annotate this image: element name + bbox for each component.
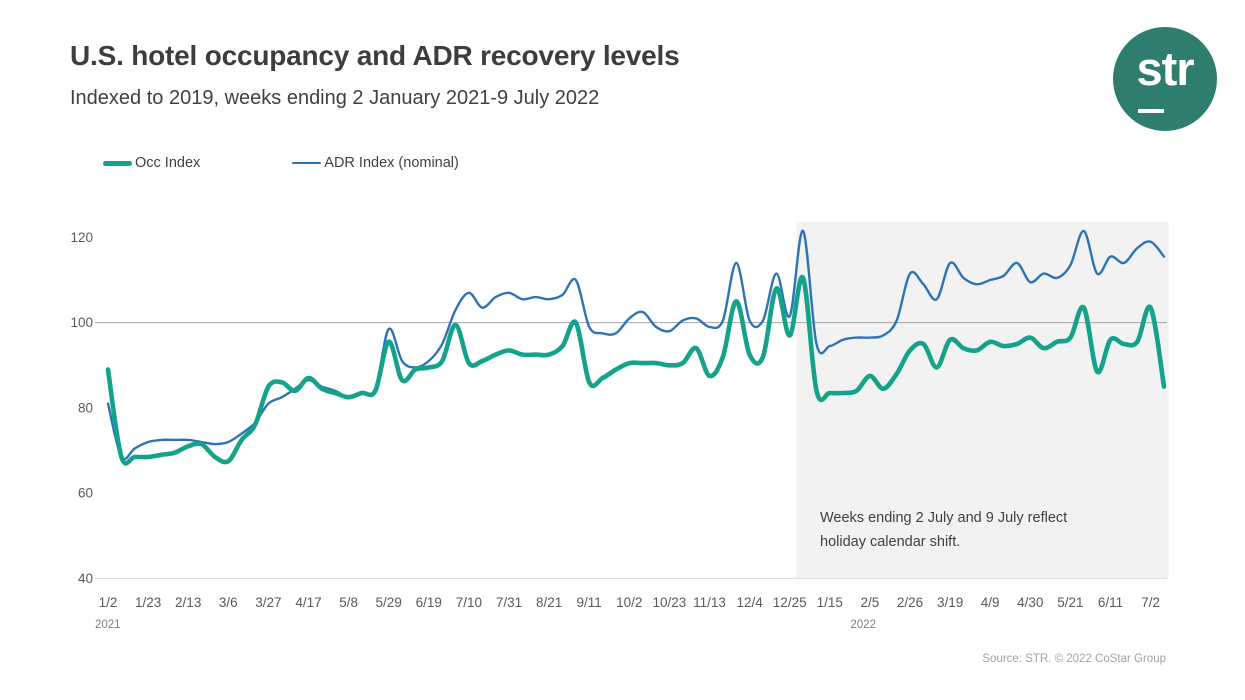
x-tick-label: 4/9 bbox=[981, 595, 1000, 610]
year-label: 2021 bbox=[95, 619, 121, 631]
x-tick-label: 12/4 bbox=[736, 595, 763, 610]
x-tick-label: 3/6 bbox=[219, 595, 238, 610]
annotation-line-2: holiday calendar shift. bbox=[820, 534, 961, 550]
y-tick-label: 120 bbox=[70, 230, 93, 245]
x-tick-label: 8/21 bbox=[536, 595, 562, 610]
legend-item-occ: Occ Index bbox=[103, 155, 200, 171]
page-subtitle: Indexed to 2019, weeks ending 2 January … bbox=[70, 87, 600, 109]
legend-item-adr: ADR Index (nominal) bbox=[292, 155, 459, 171]
x-tick-label: 7/10 bbox=[456, 595, 482, 610]
x-tick-label: 12/25 bbox=[773, 595, 807, 610]
legend-label-occ: Occ Index bbox=[135, 155, 201, 171]
adr-index-line bbox=[106, 229, 1166, 461]
str-logo: str bbox=[1113, 27, 1217, 131]
x-tick-label: 3/19 bbox=[937, 595, 963, 610]
x-tick-label: 5/8 bbox=[339, 595, 358, 610]
legend: Occ Index ADR Index (nominal) bbox=[103, 152, 459, 174]
x-tick-label: 4/30 bbox=[1017, 595, 1043, 610]
x-tick-label: 5/29 bbox=[376, 595, 402, 610]
y-tick-label: 60 bbox=[78, 486, 93, 501]
x-tick-label: 1/23 bbox=[135, 595, 161, 610]
holiday-shift-annotation: Weeks ending 2 July and 9 July reflect h… bbox=[820, 506, 1190, 554]
source-credit: Source: STR. © 2022 CoStar Group bbox=[982, 653, 1166, 665]
x-tick-label: 2/13 bbox=[175, 595, 201, 610]
x-tick-label: 4/17 bbox=[295, 595, 321, 610]
x-tick-label: 7/31 bbox=[496, 595, 522, 610]
x-tick-label: 1/2 bbox=[99, 595, 118, 610]
y-tick-label: 40 bbox=[78, 571, 93, 586]
x-tick-label: 6/11 bbox=[1098, 595, 1123, 610]
page-title: U.S. hotel occupancy and ADR recovery le… bbox=[70, 40, 680, 71]
x-tick-label: 10/2 bbox=[616, 595, 642, 610]
x-tick-label: 5/21 bbox=[1057, 595, 1083, 610]
x-tick-label: 3/27 bbox=[255, 595, 281, 610]
x-tick-label: 2/5 bbox=[861, 595, 880, 610]
str-logo-underline bbox=[1138, 109, 1164, 113]
x-tick-label: 9/11 bbox=[577, 595, 602, 610]
x-tick-label: 1/15 bbox=[817, 595, 843, 610]
y-tick-label: 80 bbox=[78, 400, 93, 415]
year-label: 2022 bbox=[850, 619, 876, 631]
x-tick-label: 6/19 bbox=[416, 595, 442, 610]
adr-line-swatch bbox=[292, 161, 322, 165]
occ-index-line bbox=[105, 275, 1167, 466]
legend-label-adr: ADR Index (nominal) bbox=[324, 155, 459, 171]
x-tick-label: 11/13 bbox=[693, 595, 726, 610]
occ-line-swatch bbox=[103, 160, 132, 166]
x-tick-label: 10/23 bbox=[653, 595, 687, 610]
str-logo-text: str bbox=[1136, 42, 1194, 95]
annotation-line-1: Weeks ending 2 July and 9 July reflect bbox=[820, 510, 1068, 526]
highlight-region-2022 bbox=[796, 222, 1169, 579]
x-tick-label: 7/2 bbox=[1141, 595, 1160, 610]
x-tick-label: 2/26 bbox=[897, 595, 923, 610]
y-tick-label: 100 bbox=[70, 315, 93, 330]
